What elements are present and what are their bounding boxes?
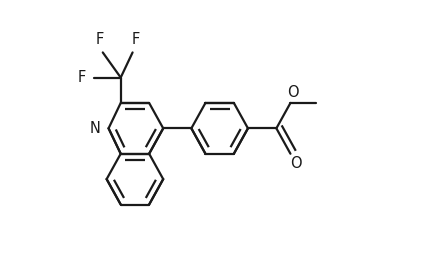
Text: F: F xyxy=(95,32,104,47)
Text: O: O xyxy=(287,85,298,100)
Text: F: F xyxy=(132,32,140,47)
Text: F: F xyxy=(78,70,86,85)
Text: O: O xyxy=(290,156,302,171)
Text: N: N xyxy=(89,121,100,136)
